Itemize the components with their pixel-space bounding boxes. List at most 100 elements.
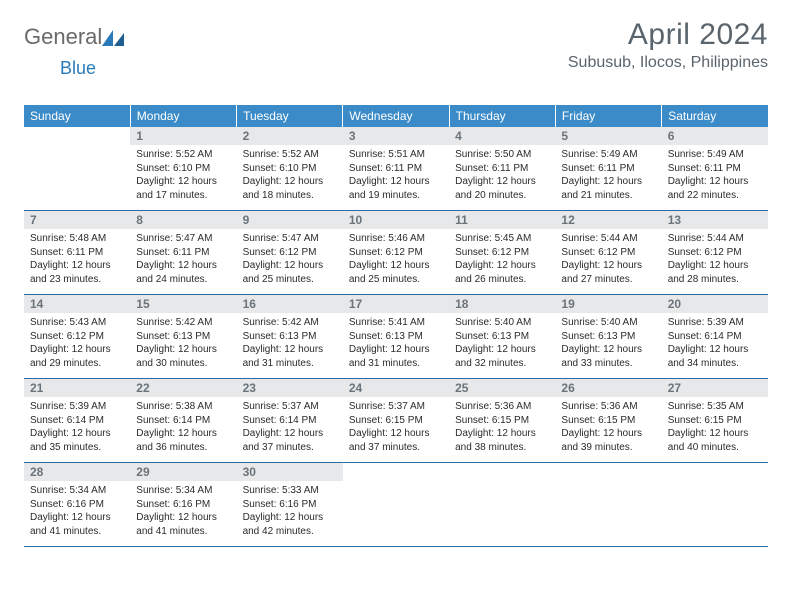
day-line-d1: Daylight: 12 hours xyxy=(30,511,124,525)
day-line-sr: Sunrise: 5:47 AM xyxy=(136,232,230,246)
day-line-d2: and 37 minutes. xyxy=(349,441,443,455)
day-line-d1: Daylight: 12 hours xyxy=(136,343,230,357)
day-details: Sunrise: 5:51 AMSunset: 6:11 PMDaylight:… xyxy=(343,145,449,210)
day-line-ss: Sunset: 6:15 PM xyxy=(668,414,762,428)
day-line-sr: Sunrise: 5:48 AM xyxy=(30,232,124,246)
day-line-ss: Sunset: 6:12 PM xyxy=(243,246,337,260)
day-number: 20 xyxy=(662,295,768,313)
day-line-d1: Daylight: 12 hours xyxy=(349,343,443,357)
day-number: 25 xyxy=(449,379,555,397)
day-number: 2 xyxy=(237,127,343,145)
week-row: 28Sunrise: 5:34 AMSunset: 6:16 PMDayligh… xyxy=(24,463,768,547)
day-line-d1: Daylight: 12 hours xyxy=(349,427,443,441)
day-line-ss: Sunset: 6:13 PM xyxy=(561,330,655,344)
day-line-d1: Daylight: 12 hours xyxy=(455,259,549,273)
day-line-ss: Sunset: 6:13 PM xyxy=(136,330,230,344)
day-details: Sunrise: 5:52 AMSunset: 6:10 PMDaylight:… xyxy=(130,145,236,210)
logo-text-blue: Blue xyxy=(60,58,792,79)
day-line-d2: and 40 minutes. xyxy=(668,441,762,455)
day-number: 5 xyxy=(555,127,661,145)
day-line-ss: Sunset: 6:14 PM xyxy=(136,414,230,428)
day-number: 1 xyxy=(130,127,236,145)
day-number: 14 xyxy=(24,295,130,313)
day-details: Sunrise: 5:36 AMSunset: 6:15 PMDaylight:… xyxy=(449,397,555,462)
day-line-ss: Sunset: 6:15 PM xyxy=(561,414,655,428)
day-line-sr: Sunrise: 5:46 AM xyxy=(349,232,443,246)
day-line-sr: Sunrise: 5:45 AM xyxy=(455,232,549,246)
day-line-d2: and 25 minutes. xyxy=(243,273,337,287)
day-cell: 3Sunrise: 5:51 AMSunset: 6:11 PMDaylight… xyxy=(343,127,449,211)
day-line-ss: Sunset: 6:11 PM xyxy=(30,246,124,260)
day-line-sr: Sunrise: 5:44 AM xyxy=(561,232,655,246)
calendar-body: 1Sunrise: 5:52 AMSunset: 6:10 PMDaylight… xyxy=(24,127,768,547)
day-cell: 19Sunrise: 5:40 AMSunset: 6:13 PMDayligh… xyxy=(555,295,661,379)
day-line-d2: and 32 minutes. xyxy=(455,357,549,371)
day-line-d2: and 29 minutes. xyxy=(30,357,124,371)
day-line-sr: Sunrise: 5:52 AM xyxy=(243,148,337,162)
day-line-d2: and 24 minutes. xyxy=(136,273,230,287)
day-line-d2: and 22 minutes. xyxy=(668,189,762,203)
day-line-d2: and 18 minutes. xyxy=(243,189,337,203)
day-line-d1: Daylight: 12 hours xyxy=(561,259,655,273)
day-line-sr: Sunrise: 5:39 AM xyxy=(668,316,762,330)
day-cell: 15Sunrise: 5:42 AMSunset: 6:13 PMDayligh… xyxy=(130,295,236,379)
day-line-d2: and 38 minutes. xyxy=(455,441,549,455)
day-cell xyxy=(343,463,449,547)
day-details: Sunrise: 5:34 AMSunset: 6:16 PMDaylight:… xyxy=(130,481,236,546)
day-line-ss: Sunset: 6:14 PM xyxy=(668,330,762,344)
day-line-ss: Sunset: 6:10 PM xyxy=(243,162,337,176)
day-cell: 23Sunrise: 5:37 AMSunset: 6:14 PMDayligh… xyxy=(237,379,343,463)
day-line-ss: Sunset: 6:12 PM xyxy=(668,246,762,260)
dow-header-row: Sunday Monday Tuesday Wednesday Thursday… xyxy=(24,105,768,127)
day-line-d2: and 31 minutes. xyxy=(243,357,337,371)
day-cell: 16Sunrise: 5:42 AMSunset: 6:13 PMDayligh… xyxy=(237,295,343,379)
day-number: 22 xyxy=(130,379,236,397)
week-row: 21Sunrise: 5:39 AMSunset: 6:14 PMDayligh… xyxy=(24,379,768,463)
day-details: Sunrise: 5:41 AMSunset: 6:13 PMDaylight:… xyxy=(343,313,449,378)
day-line-ss: Sunset: 6:16 PM xyxy=(30,498,124,512)
day-line-d1: Daylight: 12 hours xyxy=(243,175,337,189)
day-line-d2: and 25 minutes. xyxy=(349,273,443,287)
dow-friday: Friday xyxy=(555,105,661,127)
logo: General xyxy=(24,24,104,50)
day-line-d1: Daylight: 12 hours xyxy=(243,343,337,357)
day-number: 17 xyxy=(343,295,449,313)
day-line-d2: and 23 minutes. xyxy=(30,273,124,287)
day-line-ss: Sunset: 6:16 PM xyxy=(136,498,230,512)
day-line-sr: Sunrise: 5:36 AM xyxy=(561,400,655,414)
day-line-ss: Sunset: 6:10 PM xyxy=(136,162,230,176)
day-cell xyxy=(555,463,661,547)
day-line-sr: Sunrise: 5:52 AM xyxy=(136,148,230,162)
day-details: Sunrise: 5:38 AMSunset: 6:14 PMDaylight:… xyxy=(130,397,236,462)
day-details: Sunrise: 5:48 AMSunset: 6:11 PMDaylight:… xyxy=(24,229,130,294)
day-details: Sunrise: 5:44 AMSunset: 6:12 PMDaylight:… xyxy=(662,229,768,294)
day-line-d1: Daylight: 12 hours xyxy=(668,343,762,357)
day-line-sr: Sunrise: 5:49 AM xyxy=(668,148,762,162)
day-line-ss: Sunset: 6:15 PM xyxy=(455,414,549,428)
day-details: Sunrise: 5:33 AMSunset: 6:16 PMDaylight:… xyxy=(237,481,343,546)
day-line-sr: Sunrise: 5:42 AM xyxy=(243,316,337,330)
day-line-ss: Sunset: 6:14 PM xyxy=(30,414,124,428)
day-cell: 2 Sunrise: 5:52 AMSunset: 6:10 PMDaylight… xyxy=(237,127,343,211)
day-line-sr: Sunrise: 5:51 AM xyxy=(349,148,443,162)
day-line-d1: Daylight: 12 hours xyxy=(136,259,230,273)
day-cell: 20 Sunrise: 5:39 AMSunset: 6:14 PMDayligh… xyxy=(662,295,768,379)
day-cell xyxy=(662,463,768,547)
day-line-sr: Sunrise: 5:41 AM xyxy=(349,316,443,330)
day-line-d1: Daylight: 12 hours xyxy=(30,427,124,441)
day-cell: 27Sunrise: 5:35 AMSunset: 6:15 PMDayligh… xyxy=(662,379,768,463)
month-title: April 2024 xyxy=(568,18,768,52)
day-line-d2: and 34 minutes. xyxy=(668,357,762,371)
day-cell: 24Sunrise: 5:37 AMSunset: 6:15 PMDayligh… xyxy=(343,379,449,463)
day-line-ss: Sunset: 6:13 PM xyxy=(455,330,549,344)
day-line-sr: Sunrise: 5:37 AM xyxy=(243,400,337,414)
day-cell: 29Sunrise: 5:34 AMSunset: 6:16 PMDayligh… xyxy=(130,463,236,547)
day-details: Sunrise: 5:34 AMSunset: 6:16 PMDaylight:… xyxy=(24,481,130,546)
day-line-d2: and 31 minutes. xyxy=(349,357,443,371)
day-cell: 7Sunrise: 5:48 AMSunset: 6:11 PMDaylight… xyxy=(24,211,130,295)
day-line-d1: Daylight: 12 hours xyxy=(136,511,230,525)
day-details: Sunrise: 5:37 AMSunset: 6:14 PMDaylight:… xyxy=(237,397,343,462)
day-number: 30 xyxy=(237,463,343,481)
dow-thursday: Thursday xyxy=(449,105,555,127)
day-line-d2: and 27 minutes. xyxy=(561,273,655,287)
